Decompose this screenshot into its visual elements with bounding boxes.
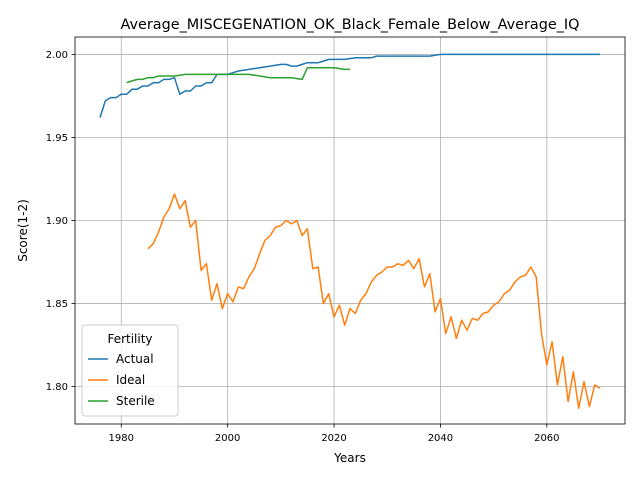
plot-lines <box>99 53 601 409</box>
y-tick-label: 1.85 <box>46 299 68 310</box>
series-line-sterile <box>126 66 350 84</box>
x-tick-label: 1980 <box>109 433 134 444</box>
y-axis: 1.80 1.85 1.90 1.95 2.00 <box>46 50 75 393</box>
y-tick-label: 1.95 <box>46 133 68 144</box>
y-tick-label: 2.00 <box>46 50 68 61</box>
legend-items: Actual Ideal Sterile <box>88 352 155 408</box>
y-axis-label: Score(1-2) <box>16 199 30 262</box>
x-tick-label: 2040 <box>428 433 453 444</box>
y-tick-label: 1.80 <box>46 382 68 393</box>
legend-box <box>81 324 179 417</box>
legend-title: Fertility <box>107 332 152 346</box>
x-tick-label: 2060 <box>534 433 559 444</box>
legend-label-sterile: Sterile <box>116 394 155 408</box>
legend-label-ideal: Ideal <box>116 373 145 387</box>
chart-title: Average_MISCEGENATION_OK_Black_Female_Be… <box>121 17 580 33</box>
x-tick-label: 2020 <box>321 433 346 444</box>
series-line-actual <box>99 53 600 118</box>
plot-frame <box>74 36 626 425</box>
series-line-ideal <box>147 193 601 409</box>
legend: Fertility Actual Ideal Sterile <box>81 324 179 417</box>
legend-label-actual: Actual <box>116 352 154 366</box>
y-tick-label: 1.90 <box>46 216 68 227</box>
x-axis-label: Years <box>333 451 366 465</box>
x-tick-label: 2000 <box>215 433 240 444</box>
x-axis: 1980 2000 2020 2040 2060 <box>109 424 560 444</box>
